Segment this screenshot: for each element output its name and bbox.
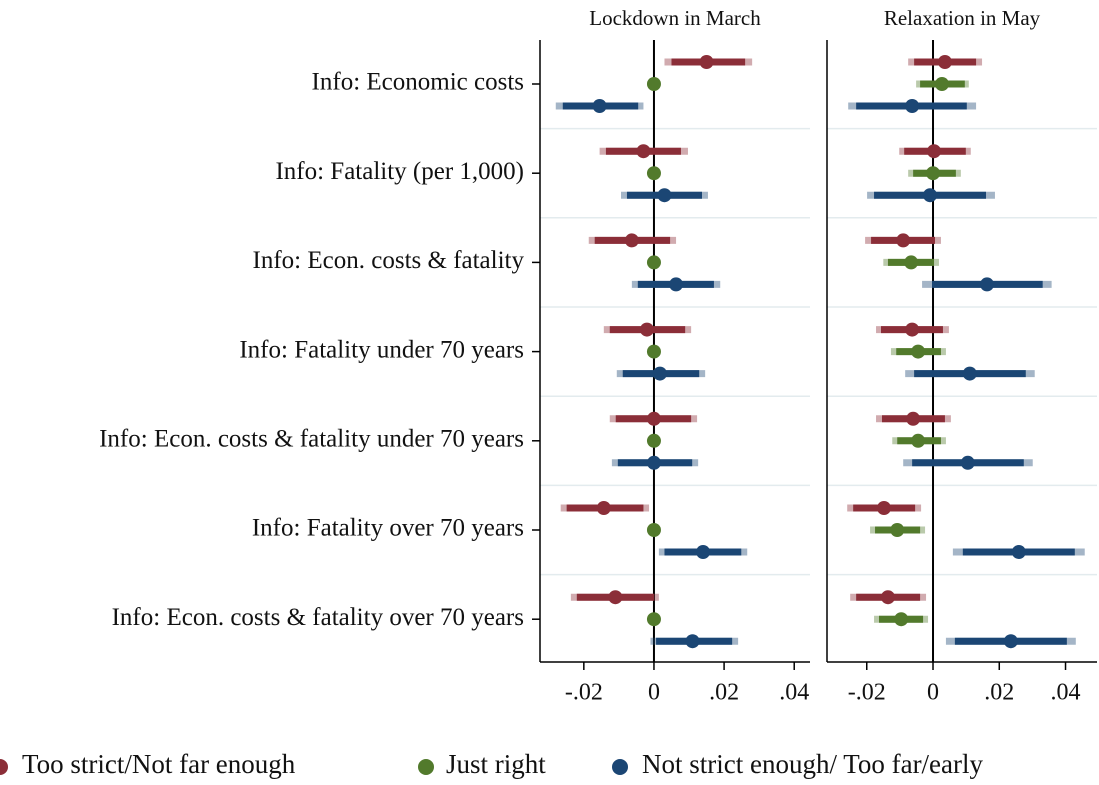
point-estimate (904, 255, 919, 270)
point-estimate (906, 411, 921, 426)
category-label: Info: Econ. costs & fatality (253, 247, 525, 274)
point-estimate (934, 77, 949, 91)
panel-title: Relaxation in May (884, 6, 1041, 30)
point-estimate (685, 634, 700, 649)
category-label: Info: Fatality (per 1,000) (275, 158, 524, 185)
point-estimate (646, 255, 661, 270)
point-estimate (890, 523, 905, 537)
category-label: Info: Econ. costs & fatality over 70 yea… (112, 604, 524, 631)
legend-marker (612, 759, 628, 775)
legend-label: Not strict enough/ Too far/early (642, 749, 984, 779)
point-estimate (896, 233, 911, 248)
point-estimate (1003, 634, 1018, 649)
category-label: Info: Fatality under 70 years (239, 336, 524, 363)
x-tick-label: 0 (927, 680, 939, 706)
category-label: Info: Fatality over 70 years (252, 515, 524, 542)
point-estimate (624, 233, 639, 248)
x-tick-label: .04 (779, 680, 809, 706)
point-estimate (696, 545, 711, 559)
point-estimate (596, 501, 611, 515)
point-estimate (646, 523, 661, 537)
point-estimate (657, 188, 672, 203)
point-estimate (608, 590, 623, 605)
point-estimate (937, 55, 952, 69)
x-tick-label: .02 (984, 680, 1014, 706)
point-estimate (905, 322, 920, 337)
point-estimate (592, 99, 607, 113)
point-estimate (1011, 545, 1026, 559)
point-estimate (646, 455, 661, 470)
point-estimate (646, 344, 661, 359)
point-estimate (962, 366, 977, 381)
point-estimate (636, 144, 651, 159)
panel-title: Lockdown in March (589, 6, 761, 30)
point-estimate (980, 277, 995, 292)
point-estimate (905, 99, 920, 113)
legend-marker (0, 759, 8, 775)
point-estimate (646, 166, 661, 181)
point-estimate (911, 344, 926, 359)
point-estimate (911, 433, 926, 448)
point-estimate (876, 501, 891, 515)
point-estimate (646, 411, 661, 426)
point-estimate (923, 188, 938, 203)
legend-marker (418, 759, 434, 775)
x-tick-label: .02 (709, 680, 739, 706)
point-estimate (927, 144, 942, 159)
legend-label: Just right (446, 749, 546, 779)
point-estimate (880, 590, 895, 605)
x-tick-label: .04 (1051, 680, 1081, 706)
point-estimate (646, 77, 661, 91)
point-estimate (669, 277, 684, 292)
point-estimate (646, 433, 661, 448)
legend-label: Too strict/Not far enough (22, 749, 296, 779)
x-tick-label: -.02 (848, 680, 886, 706)
category-label: Info: Economic costs (312, 69, 524, 96)
x-tick-label: 0 (648, 680, 660, 706)
category-label: Info: Econ. costs & fatality under 70 ye… (99, 426, 524, 453)
point-estimate (960, 455, 975, 470)
point-estimate (699, 55, 714, 69)
point-estimate (646, 612, 661, 627)
point-estimate (639, 322, 654, 337)
point-estimate (894, 612, 909, 627)
x-tick-label: -.02 (565, 680, 603, 706)
point-estimate (652, 366, 667, 381)
point-estimate (926, 166, 941, 181)
